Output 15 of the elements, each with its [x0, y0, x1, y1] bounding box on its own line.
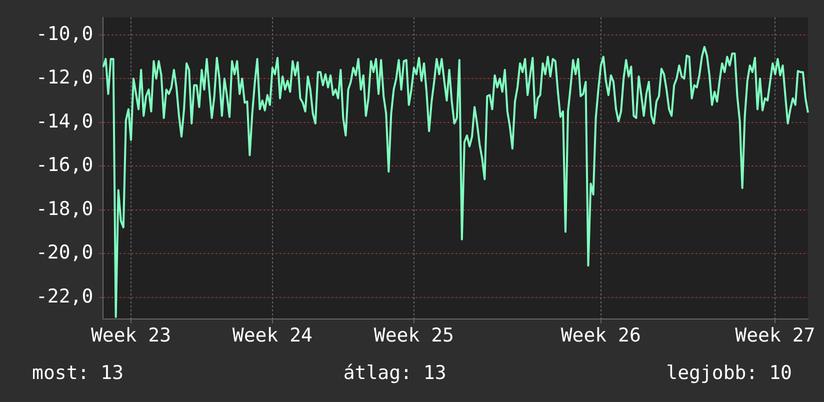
y-tick-label: -16,0 [36, 154, 94, 176]
text: legjobb: 10 [666, 362, 792, 384]
x-tick-label: Week 24 [232, 324, 312, 347]
x-tick-label: Week 26 [560, 324, 641, 347]
y-tick-label: -20,0 [36, 242, 94, 264]
y-tick-label: -10,0 [36, 22, 94, 45]
x-tick-label: Week 27 [735, 324, 816, 347]
y-tick-label: -22,0 [36, 285, 94, 308]
text: átlag: 13 [343, 362, 446, 384]
y-tick-label: -12,0 [36, 66, 94, 89]
x-tick-label: Week 25 [374, 324, 454, 347]
text: most: 13 [32, 362, 124, 384]
y-tick-label: -14,0 [36, 110, 94, 132]
y-tick-label: -18,0 [36, 198, 94, 220]
x-tick-label: Week 23 [90, 324, 172, 347]
